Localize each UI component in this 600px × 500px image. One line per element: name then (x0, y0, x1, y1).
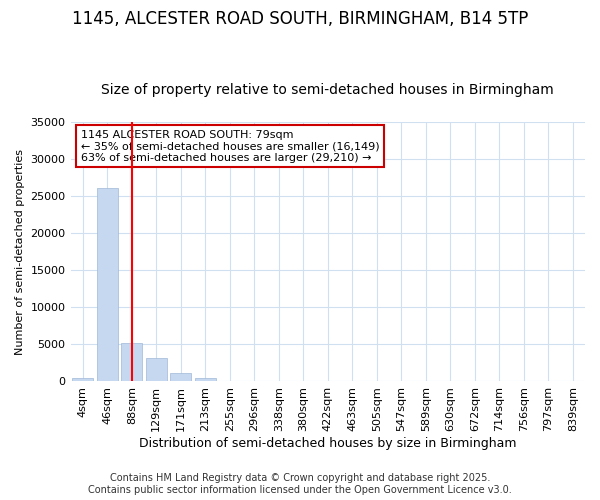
Bar (195, 378, 215, 382)
Bar (220, 380, 240, 382)
Title: Size of property relative to semi-detached houses in Birmingham: Size of property relative to semi-detach… (101, 83, 554, 97)
Bar (73, 378, 93, 382)
Text: 1145 ALCESTER ROAD SOUTH: 79sqm
← 35% of semi-detached houses are smaller (16,14: 1145 ALCESTER ROAD SOUTH: 79sqm ← 35% of… (81, 130, 379, 163)
Bar (146, 358, 167, 382)
Bar (121, 343, 142, 382)
Bar (170, 372, 191, 382)
Text: 1145, ALCESTER ROAD SOUTH, BIRMINGHAM, B14 5TP: 1145, ALCESTER ROAD SOUTH, BIRMINGHAM, B… (72, 10, 528, 28)
Y-axis label: Number of semi-detached properties: Number of semi-detached properties (15, 148, 25, 354)
Text: Contains HM Land Registry data © Crown copyright and database right 2025.
Contai: Contains HM Land Registry data © Crown c… (88, 474, 512, 495)
Bar (97, 188, 118, 382)
X-axis label: Distribution of semi-detached houses by size in Birmingham: Distribution of semi-detached houses by … (139, 437, 517, 450)
